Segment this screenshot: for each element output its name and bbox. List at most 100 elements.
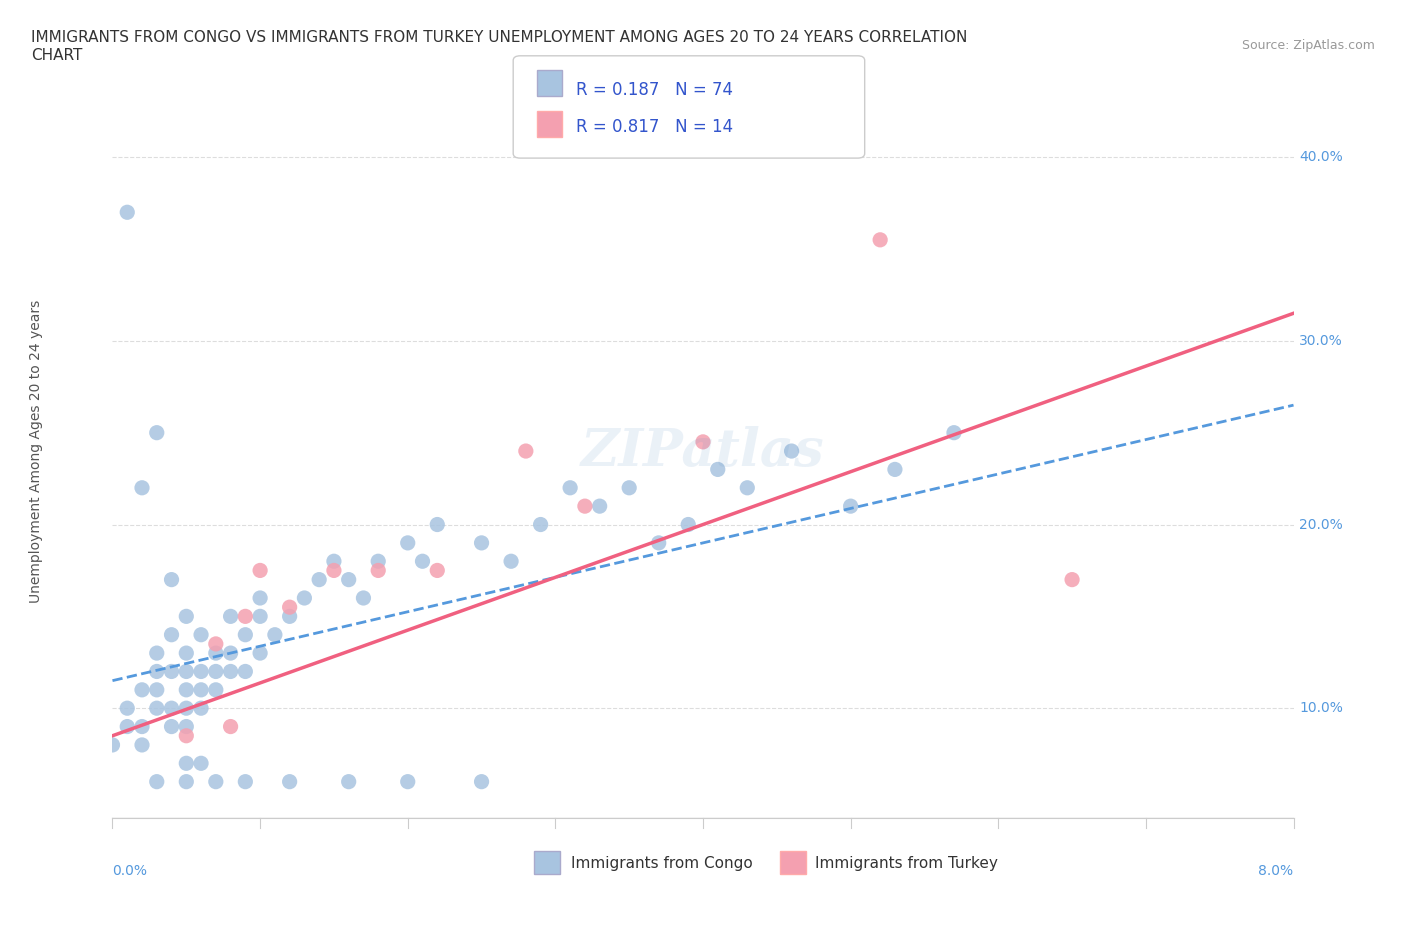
Point <box>839 498 862 513</box>
Text: Immigrants from Turkey: Immigrants from Turkey <box>815 856 998 870</box>
Point <box>174 701 197 716</box>
Point <box>471 774 494 789</box>
Text: 20.0%: 20.0% <box>1299 517 1343 532</box>
Point <box>219 664 242 679</box>
Point <box>588 498 610 513</box>
Text: R = 0.187   N = 74: R = 0.187 N = 74 <box>576 81 734 99</box>
Point <box>131 480 153 495</box>
Point <box>278 609 301 624</box>
Point <box>174 609 197 624</box>
Point <box>942 425 965 440</box>
Point <box>412 554 434 569</box>
Point <box>190 683 212 698</box>
Point <box>249 563 271 578</box>
Point <box>146 645 169 660</box>
Point <box>367 554 389 569</box>
Point <box>190 627 212 642</box>
Point <box>174 683 197 698</box>
Point <box>647 536 671 551</box>
Point <box>249 591 271 605</box>
Point <box>117 205 138 219</box>
Point <box>396 536 419 551</box>
Point <box>574 498 596 513</box>
Point <box>219 719 242 734</box>
Point <box>233 609 256 624</box>
Point <box>292 591 315 605</box>
Point <box>396 774 419 789</box>
Point <box>160 572 183 587</box>
Point <box>146 683 169 698</box>
Point <box>131 737 153 752</box>
Point <box>190 756 212 771</box>
Text: 8.0%: 8.0% <box>1258 864 1294 878</box>
Point <box>278 600 301 615</box>
Point <box>174 664 197 679</box>
Point <box>249 609 271 624</box>
Point <box>515 444 537 458</box>
Point <box>205 683 228 698</box>
Point <box>471 536 494 551</box>
Point <box>174 645 197 660</box>
Point <box>160 701 183 716</box>
Point <box>501 554 523 569</box>
Point <box>233 774 256 789</box>
Point <box>529 517 551 532</box>
Point <box>174 756 197 771</box>
Point <box>707 462 730 477</box>
Point <box>117 719 138 734</box>
Point <box>249 645 271 660</box>
Point <box>117 701 138 716</box>
Point <box>146 701 169 716</box>
Point <box>352 591 374 605</box>
Point <box>205 774 228 789</box>
Point <box>337 572 360 587</box>
Point <box>174 774 197 789</box>
Point <box>264 627 287 642</box>
Point <box>560 480 582 495</box>
Point <box>426 563 449 578</box>
Text: 10.0%: 10.0% <box>1299 701 1343 715</box>
Point <box>131 683 153 698</box>
Text: Immigrants from Congo: Immigrants from Congo <box>571 856 752 870</box>
Point <box>219 609 242 624</box>
Point <box>367 563 389 578</box>
Text: 0.0%: 0.0% <box>112 864 148 878</box>
Text: CHART: CHART <box>31 48 83 63</box>
Text: ZIPatlas: ZIPatlas <box>581 426 825 476</box>
Text: Unemployment Among Ages 20 to 24 years: Unemployment Among Ages 20 to 24 years <box>28 299 42 603</box>
Point <box>619 480 641 495</box>
Point <box>233 664 256 679</box>
Point <box>780 444 803 458</box>
Point <box>131 719 153 734</box>
Point <box>337 774 360 789</box>
Point <box>205 636 228 651</box>
Point <box>884 462 907 477</box>
Point <box>233 627 256 642</box>
Point <box>205 664 228 679</box>
Text: R = 0.817   N = 14: R = 0.817 N = 14 <box>576 118 734 136</box>
Text: IMMIGRANTS FROM CONGO VS IMMIGRANTS FROM TURKEY UNEMPLOYMENT AMONG AGES 20 TO 24: IMMIGRANTS FROM CONGO VS IMMIGRANTS FROM… <box>31 30 967 45</box>
Point <box>426 517 449 532</box>
Point <box>219 645 242 660</box>
Point <box>146 664 169 679</box>
Point <box>678 517 700 532</box>
Point <box>101 737 124 752</box>
Point <box>174 728 197 743</box>
Point <box>308 572 330 587</box>
Text: Source: ZipAtlas.com: Source: ZipAtlas.com <box>1241 39 1375 52</box>
Point <box>323 563 346 578</box>
Point <box>869 232 891 247</box>
Point <box>737 480 759 495</box>
Point <box>692 434 714 449</box>
Point <box>174 719 197 734</box>
Point <box>205 645 228 660</box>
Text: 40.0%: 40.0% <box>1299 150 1343 165</box>
Point <box>190 664 212 679</box>
Point <box>1062 572 1084 587</box>
Text: 30.0%: 30.0% <box>1299 334 1343 348</box>
Point <box>190 701 212 716</box>
Point <box>160 627 183 642</box>
Point <box>160 719 183 734</box>
Point <box>278 774 301 789</box>
Point <box>146 774 169 789</box>
